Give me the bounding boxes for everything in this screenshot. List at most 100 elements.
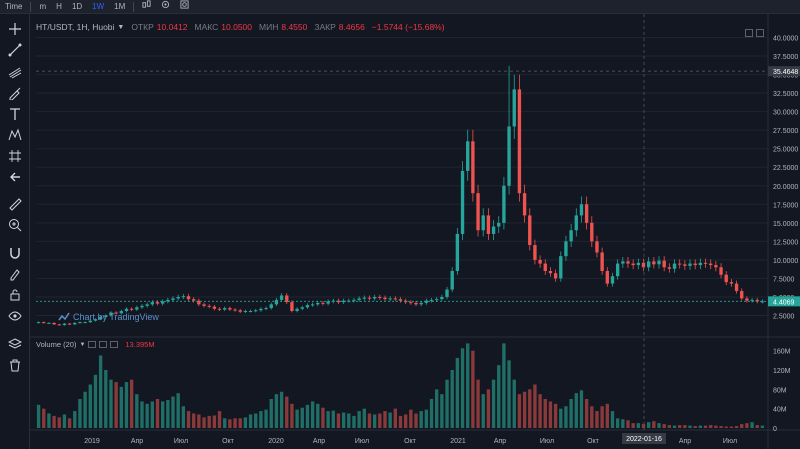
current-price-tag [768,296,800,307]
volume-bar [274,394,279,428]
volume-bar [528,389,532,428]
volume-bar [502,343,506,428]
volume-bar [698,425,703,428]
eye-icon[interactable] [4,307,26,325]
candle-body [155,302,160,304]
screenshot-icon[interactable] [175,0,194,14]
volume-bar [197,414,201,428]
prediction-icon[interactable] [4,147,26,165]
volume-bar [83,391,87,428]
candle-body [393,298,398,300]
volume-label[interactable]: Volume (20) [36,340,77,349]
candle-body [383,297,387,300]
symbol-name[interactable]: HT/USDT, 1H, Huobi [36,22,115,32]
pitchfork-icon[interactable] [4,63,26,81]
volume-bar [455,357,460,428]
candle-body [378,296,382,298]
crosshair-price-tag [768,66,800,77]
volume-bar [533,384,537,428]
volume-bar [300,407,304,428]
volume-bar [667,425,672,428]
time-button[interactable]: Time [5,1,23,11]
brush-icon[interactable] [4,84,26,102]
time-tick-label: Апр [313,438,325,445]
watermark-text: Chart by TradingView [73,312,159,322]
crosshair-price-label: 35.4648 [773,69,798,76]
back-arrow-icon[interactable] [4,168,26,186]
candle-body [42,322,46,324]
trend-line-icon[interactable] [4,41,26,59]
candle-body [486,215,491,234]
price-axis-bg [768,14,800,449]
volume-legend: Volume (20) ▼ 13.395M [36,340,155,349]
volume-bar [62,414,67,428]
volume-remove-icon[interactable] [99,341,108,348]
candle-body [78,322,82,324]
pane-maximize-icon[interactable] [756,29,764,37]
volume-settings-icon[interactable] [88,341,97,348]
volume-bar [129,379,134,428]
candle-body [336,300,341,303]
candle-body [290,302,294,312]
candle-body [243,311,248,313]
volume-bar [662,424,666,428]
volume-more-icon[interactable] [110,341,119,348]
crosshair-icon[interactable] [4,20,26,38]
zoom-in-icon[interactable] [4,216,26,234]
ruler-icon[interactable] [4,195,26,213]
magnet-icon[interactable] [4,244,26,262]
settings-icon[interactable] [156,0,175,14]
timeframe-1w[interactable]: 1W [92,1,105,11]
candle-body [181,296,186,298]
candle-body [264,308,268,310]
timeframe-minutes[interactable]: m [39,1,47,11]
candle-body [259,308,263,311]
layers-icon[interactable] [4,335,26,353]
price-tick-label: 30.0000 [773,110,798,117]
timeframe-1d[interactable]: 1D [71,1,83,11]
volume-bar [336,413,341,428]
volume-bar [223,418,227,428]
volume-bar [419,411,423,428]
candle-body [528,215,532,246]
volume-bar [466,343,470,428]
chevron-down-icon[interactable]: ▼ [79,341,86,348]
volume-bar [579,390,584,428]
candle-body [522,193,527,216]
candle-body [129,308,134,310]
volume-bar [104,370,108,428]
candle-body [641,262,646,268]
chart-type-icon[interactable] [137,0,156,14]
lock-icon[interactable] [4,286,26,304]
pattern-icon[interactable] [4,126,26,144]
candle-body [481,215,485,231]
volume-bar [688,425,692,428]
candle-body [279,295,284,300]
pane-move-up-icon[interactable] [745,29,753,37]
volume-bar [47,413,51,428]
candle-body [662,260,666,268]
candle-body [548,271,553,274]
volume-bar [192,413,196,428]
trash-icon[interactable] [4,356,26,374]
timeframe-hours[interactable]: H [56,1,62,11]
price-chart[interactable]: 40.000037.500035.000032.500030.000027.50… [30,14,800,449]
chevron-down-icon[interactable]: ▼ [117,23,125,31]
candle-body [124,308,129,312]
volume-bar [734,426,739,428]
timeframe-1m[interactable]: 1M [114,1,126,11]
price-tick-label: 12.5000 [773,239,798,246]
tradingview-watermark[interactable]: Chart by TradingView [58,312,159,322]
candle-body [703,262,708,264]
volume-bar [543,399,547,428]
volume-bar [724,426,728,428]
candle-body [104,315,108,317]
text-icon[interactable] [4,105,26,123]
lock-drawings-icon[interactable] [4,265,26,283]
time-tick-label: Окт [222,438,235,445]
candle-body [248,311,253,313]
price-tick-label: 22.5000 [773,165,798,172]
volume-bar [171,396,175,428]
candle-body [398,299,403,301]
volume-bar [672,425,677,428]
